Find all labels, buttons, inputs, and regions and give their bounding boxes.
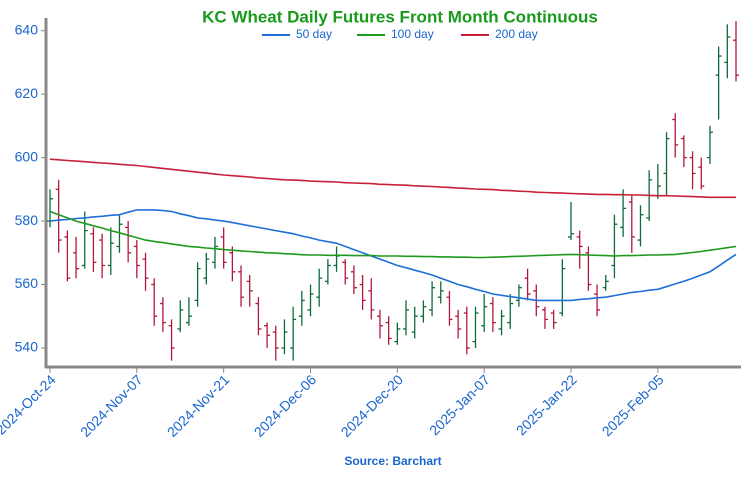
- x-tick-label: 2024-Dec-06: [251, 371, 320, 440]
- legend-label: 200 day: [495, 27, 538, 41]
- x-tick-label: 2024-Nov-21: [164, 371, 233, 440]
- x-tick-label: 2025-Jan-22: [513, 371, 580, 438]
- x-tick-label: 2024-Nov-07: [77, 371, 146, 440]
- chart-title: KC Wheat Daily Futures Front Month Conti…: [202, 7, 598, 26]
- y-tick-label: 640: [15, 21, 39, 37]
- x-tick-label: 2025-Feb-05: [599, 371, 667, 439]
- y-tick-label: 540: [15, 339, 39, 355]
- x-tick-label: 2024-Oct-24: [0, 371, 59, 437]
- y-tick-label: 560: [15, 275, 39, 291]
- x-tick-label: 2025-Jan-07: [426, 371, 493, 438]
- moving-average-line: [49, 158, 736, 199]
- x-tick-label: 2024-Dec-20: [338, 371, 407, 440]
- source-note: Source: Barchart: [344, 454, 441, 468]
- y-tick-label: 580: [15, 212, 39, 228]
- moving-average-line: [49, 209, 737, 302]
- legend-label: 50 day: [296, 27, 332, 41]
- moving-average-line: [49, 210, 737, 259]
- y-tick-label: 620: [15, 85, 39, 101]
- y-tick-label: 600: [15, 148, 39, 164]
- legend-label: 100 day: [391, 27, 434, 41]
